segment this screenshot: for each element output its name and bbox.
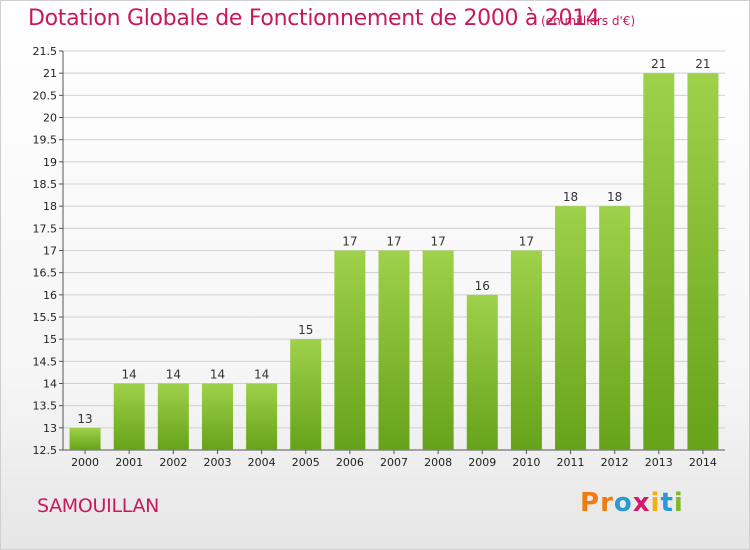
- x-tick-label: 2008: [424, 456, 452, 469]
- x-tick-label: 2013: [645, 456, 673, 469]
- logo-letter: o: [613, 488, 633, 518]
- bar: [378, 250, 410, 450]
- bar-value-label: 18: [563, 190, 578, 204]
- logo-letter: P: [580, 488, 601, 518]
- bar: [246, 383, 278, 450]
- y-tick-label: 12.5: [33, 444, 58, 457]
- chart-unit-label: (en milliers d'€): [541, 14, 636, 28]
- x-tick-label: 2010: [512, 456, 540, 469]
- y-tick-label: 14.5: [33, 355, 58, 368]
- bar-value-label: 13: [77, 412, 92, 426]
- y-tick-label: 16.5: [33, 267, 58, 280]
- chart-title: Dotation Globale de Fonctionnement de 20…: [28, 6, 600, 31]
- y-tick-label: 20.5: [33, 89, 58, 102]
- y-tick-label: 15: [43, 333, 57, 346]
- x-tick-label: 2014: [689, 456, 717, 469]
- bar-value-label: 17: [342, 235, 357, 249]
- bar: [334, 250, 366, 450]
- x-tick-label: 2003: [203, 456, 231, 469]
- logo-letter: x: [632, 488, 651, 518]
- x-tick-label: 2006: [336, 456, 364, 469]
- x-tick-label: 2001: [115, 456, 143, 469]
- y-tick-label: 19: [43, 156, 57, 169]
- bar-value-label: 21: [651, 57, 666, 71]
- y-tick-label: 18.5: [33, 178, 58, 191]
- bar: [113, 383, 145, 450]
- bar-value-label: 18: [607, 190, 622, 204]
- bar: [201, 383, 233, 450]
- y-tick-label: 13: [43, 422, 57, 435]
- bar-value-label: 17: [519, 235, 534, 249]
- bar-value-label: 17: [386, 235, 401, 249]
- bar: [510, 250, 542, 450]
- y-tick-label: 21: [43, 67, 57, 80]
- logo-letter: t: [660, 488, 674, 518]
- x-tick-label: 2007: [380, 456, 408, 469]
- y-tick-label: 14: [43, 378, 57, 391]
- y-tick-label: 16: [43, 289, 57, 302]
- bar-value-label: 14: [122, 368, 137, 382]
- logo-letter: r: [600, 488, 614, 518]
- bar: [466, 294, 498, 450]
- x-tick-label: 2002: [159, 456, 187, 469]
- y-tick-label: 19.5: [33, 134, 58, 147]
- y-tick-label: 20: [43, 112, 57, 125]
- bar: [69, 427, 101, 450]
- bars: [69, 73, 719, 451]
- bar-value-label: 17: [430, 235, 445, 249]
- logo-letter: i: [673, 488, 684, 518]
- bar: [422, 250, 454, 450]
- bar: [555, 206, 587, 450]
- logo-letter: i: [650, 488, 661, 518]
- bar-value-label: 14: [254, 368, 269, 382]
- y-tick-label: 21.5: [33, 45, 58, 58]
- x-tick-label: 2000: [71, 456, 99, 469]
- y-tick-label: 18: [43, 200, 57, 213]
- x-tick-label: 2011: [557, 456, 585, 469]
- bar: [687, 73, 719, 451]
- bar-value-label: 14: [166, 368, 181, 382]
- y-tick-label: 15.5: [33, 311, 58, 324]
- bar-value-label: 15: [298, 323, 313, 337]
- commune-name: SAMOUILLAN: [37, 495, 160, 517]
- y-tick-label: 13.5: [33, 400, 58, 413]
- bar-value-label: 21: [695, 57, 710, 71]
- bar: [643, 73, 675, 451]
- bar-value-label: 16: [475, 279, 490, 293]
- y-tick-label: 17.5: [33, 222, 58, 235]
- bar-value-label: 14: [210, 368, 225, 382]
- bar: [290, 339, 322, 450]
- proxiti-logo: Proxiti: [580, 488, 684, 518]
- x-tick-label: 2005: [292, 456, 320, 469]
- bar: [599, 206, 631, 450]
- value-labels: 13 14 14 14 14 15 17 17 17 16 17 18 18 21 21: [77, 57, 710, 426]
- y-tick-label: 17: [43, 245, 57, 258]
- tick-labels: 12.5 13 13.5 14 14.5 15 15.5 16 16.5 17 17.5 18 18.5…: [33, 45, 717, 469]
- x-tick-label: 2009: [468, 456, 496, 469]
- bar: [157, 383, 189, 450]
- x-tick-label: 2012: [601, 456, 629, 469]
- x-tick-label: 2004: [248, 456, 276, 469]
